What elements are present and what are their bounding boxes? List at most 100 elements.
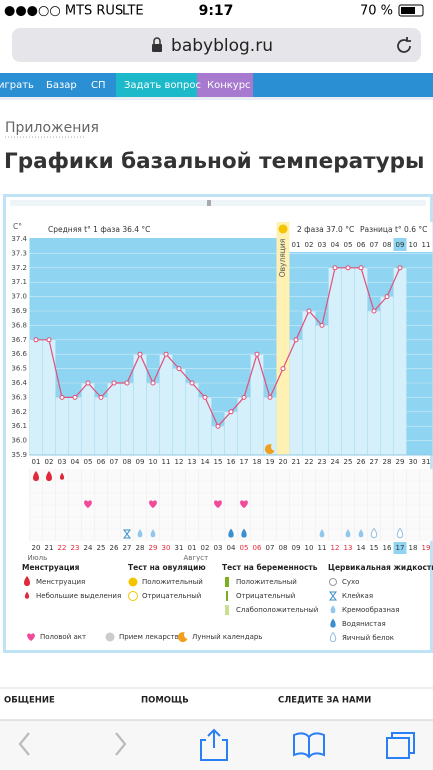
area-column: [159, 353, 173, 456]
area-column: [211, 425, 225, 456]
x-tick-label: 14: [201, 458, 210, 466]
icon-egg: [329, 631, 337, 643]
date-label: 10: [305, 544, 314, 552]
battery-level: 70 %: [360, 4, 393, 19]
breadcrumb[interactable]: Приложения: [5, 120, 99, 136]
nav-item[interactable]: играть: [0, 80, 34, 91]
icon-sex: [84, 500, 92, 508]
phase2-day: 03: [318, 241, 327, 249]
x-tick-label: 04: [71, 458, 80, 466]
area-column: [55, 397, 69, 456]
icon-sticky: [123, 529, 131, 539]
scrollbar: [10, 200, 426, 206]
icon-sex: [149, 500, 157, 508]
icon-menstruation: [46, 471, 52, 481]
share-button[interactable]: [200, 728, 228, 761]
area-column: [107, 382, 121, 456]
temperature-point: [33, 337, 39, 343]
nav-item[interactable]: Конкурс: [207, 80, 251, 91]
lock-shackle: [153, 37, 161, 44]
legend-item: Менструация: [36, 578, 85, 586]
tabs-button[interactable]: [386, 732, 415, 759]
nav-item[interactable]: СП: [91, 80, 106, 91]
area-column: [133, 353, 147, 456]
forward-button[interactable]: [115, 732, 127, 756]
area-column: [354, 267, 368, 456]
y-tick-label: 36.6: [11, 350, 27, 358]
x-tick-label: 23: [318, 458, 327, 466]
today-highlight: [393, 238, 407, 251]
month-label: Июль: [28, 554, 48, 562]
legend: Менструация Менструация Небольшие выделени…: [22, 563, 433, 643]
temperature-point: [202, 394, 208, 400]
url-bar[interactable]: [12, 28, 421, 62]
temperature-point: [111, 380, 117, 386]
area-column: [172, 368, 186, 456]
ovulation-icon: [278, 224, 288, 234]
chart: С° Средняя t° 1 фаза 36.4 °C 2 фаза 37.0 °…: [11, 222, 433, 562]
x-tick-label: 10: [149, 458, 158, 466]
temperature-point: [85, 380, 91, 386]
ovulation-label: Овуляция: [278, 239, 287, 278]
x-tick-label: 30: [409, 458, 418, 466]
y-tick-label: 36.9: [11, 307, 27, 315]
y-tick-label: 36.1: [11, 422, 27, 430]
date-label: 16: [383, 544, 392, 552]
phase2-header: [289, 222, 433, 252]
area-column: [315, 325, 329, 456]
ovulation-column: [276, 222, 290, 455]
nav-item[interactable]: Базар: [46, 80, 77, 91]
phase2-day: 05: [344, 241, 353, 249]
temperature-point: [228, 409, 234, 415]
y-tick-label: 36.7: [11, 336, 27, 344]
icon-menstruation: [24, 576, 30, 586]
icon-watery: [228, 528, 234, 538]
phase2-day: 02: [305, 241, 314, 249]
legend-item: Водянистая: [342, 620, 386, 628]
icon-ovneg: [128, 591, 138, 601]
area-column: [367, 310, 381, 456]
battery-icon: [398, 4, 424, 17]
x-tick-label: 12: [175, 458, 184, 466]
temperature-point: [384, 294, 390, 300]
area-column: [68, 397, 82, 456]
y-tick-label: 37.4: [11, 235, 27, 243]
icon-spotting: [24, 591, 30, 599]
phase1-average: Средняя t° 1 фаза 36.4 °C: [48, 225, 150, 234]
date-label: 21: [45, 544, 54, 552]
area-column: [393, 267, 407, 456]
date-label: 18: [409, 544, 418, 552]
reload[interactable]: [397, 37, 411, 53]
x-tick-label: 09: [136, 458, 145, 466]
area-column: [224, 411, 238, 456]
back-button[interactable]: [18, 732, 30, 756]
icon-egg: [370, 527, 378, 539]
footer-heading: ОБЩЕНИЕ: [4, 696, 55, 706]
date-label: 25: [97, 544, 106, 552]
temperature-point: [358, 265, 364, 271]
date-label: 20: [32, 544, 41, 552]
area-column: [185, 382, 199, 456]
temperature-difference: Разница t° 0.6 °C: [360, 225, 427, 234]
icon-sex: [214, 500, 222, 508]
area-column: [81, 382, 95, 456]
date-label: 13: [344, 544, 353, 552]
nav-item[interactable]: Задать вопрос: [124, 80, 201, 91]
x-tick-label: 02: [45, 458, 54, 466]
phase2-average: 2 фаза 37.0 °C: [297, 225, 354, 234]
x-tick-label: 31: [422, 458, 431, 466]
icon-prneg: [226, 591, 228, 601]
legend-item: Слабоположительный: [236, 606, 318, 614]
bookmarks-button[interactable]: [293, 732, 325, 759]
icon-spotting: [59, 472, 65, 480]
y-tick-label: 36.3: [11, 393, 27, 401]
x-tick-label: 18: [253, 458, 262, 466]
scroll-thumb[interactable]: [207, 200, 211, 206]
date-label: 03: [214, 544, 223, 552]
time: 9:17: [199, 3, 234, 19]
nav-shadow: [0, 97, 433, 100]
area-column: [237, 397, 251, 456]
url[interactable]: babyblog.ru: [171, 36, 273, 56]
icon-creamy: [358, 529, 364, 538]
